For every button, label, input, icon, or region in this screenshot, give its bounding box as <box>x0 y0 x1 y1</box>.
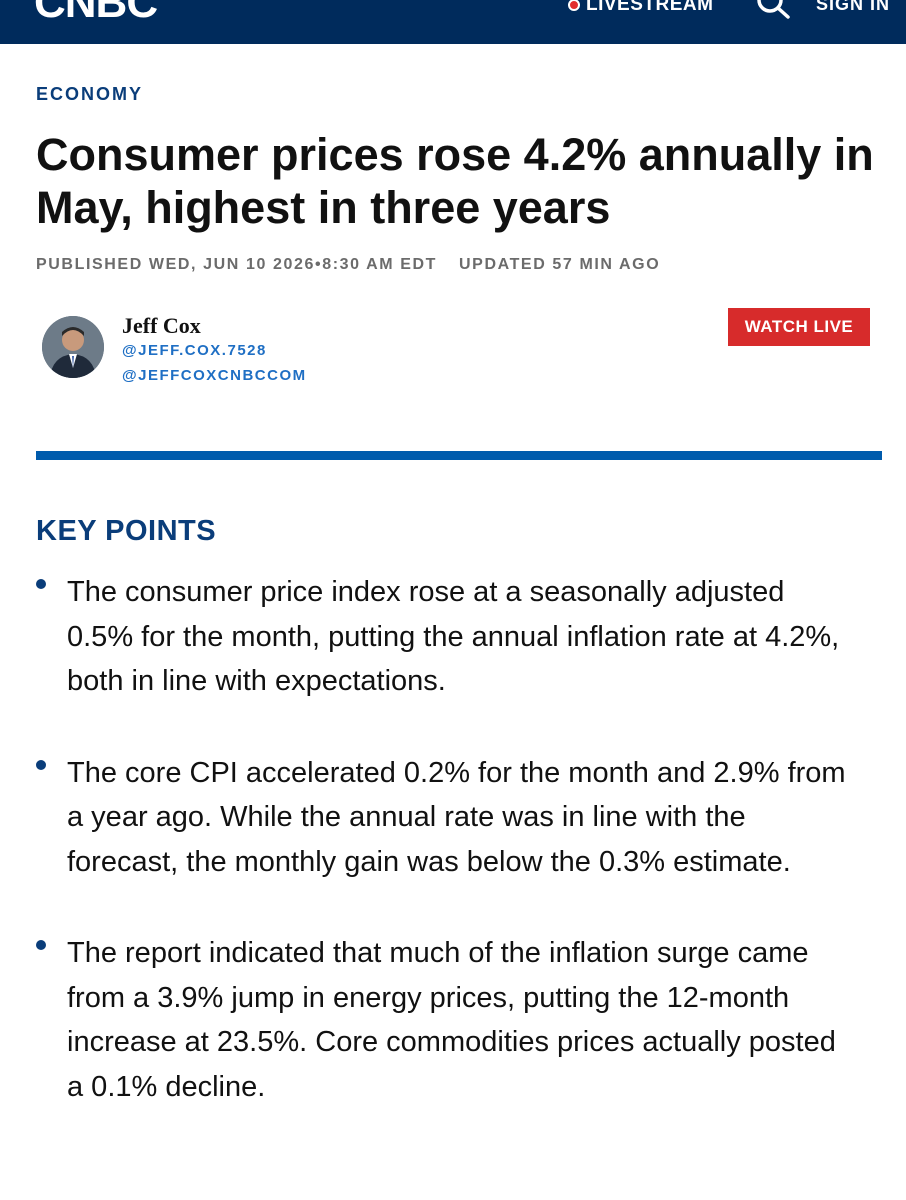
key-point-text: The core CPI accelerated 0.2% for the mo… <box>67 756 846 878</box>
key-point-item: The consumer price index rose at a seaso… <box>36 570 846 704</box>
author-avatar[interactable] <box>42 316 104 378</box>
key-point-text: The consumer price index rose at a seaso… <box>67 576 840 697</box>
article-headline: Consumer prices rose 4.2% annually in Ma… <box>36 129 874 233</box>
livestream-link[interactable]: LIVESTREAM <box>568 0 713 16</box>
bullet-icon <box>36 940 46 950</box>
section-label-economy[interactable]: ECONOMY <box>36 84 144 104</box>
watch-live-button[interactable]: WATCH LIVE <box>728 308 870 346</box>
author-handle-twitter[interactable]: @JEFFCOXCNBCCOM <box>122 367 307 384</box>
author-name[interactable]: Jeff Cox <box>122 313 201 338</box>
published-time: PUBLISHED WED, JUN 10 2026•8:30 AM EDT <box>36 256 438 273</box>
bullet-icon <box>36 759 46 770</box>
author-handle-facebook[interactable]: @JEFF.COX.7528 <box>122 342 267 359</box>
live-dot-icon <box>568 0 580 11</box>
sign-in-link[interactable]: SIGN IN <box>816 0 891 14</box>
author-photo <box>42 316 104 378</box>
top-nav-bar: CNBC LIVESTREAM SIGN IN <box>0 0 906 44</box>
key-point-text: The report indicated that much of the in… <box>67 937 836 1103</box>
bullet-icon <box>36 579 46 589</box>
cnbc-logo[interactable]: CNBC <box>34 0 158 27</box>
key-point-item: The report indicated that much of the in… <box>36 931 846 1109</box>
key-point-item: The core CPI accelerated 0.2% for the mo… <box>36 751 846 885</box>
search-icon[interactable] <box>752 0 792 20</box>
article-dateline: PUBLISHED WED, JUN 10 2026•8:30 AM EDT UP… <box>36 256 660 274</box>
key-points-title: KEY POINTS <box>36 515 217 547</box>
livestream-label: LIVESTREAM <box>586 0 714 15</box>
key-points-list: The consumer price index rose at a seaso… <box>36 570 846 1156</box>
section-divider <box>36 451 882 460</box>
updated-time: UPDATED 57 MIN AGO <box>459 256 661 273</box>
